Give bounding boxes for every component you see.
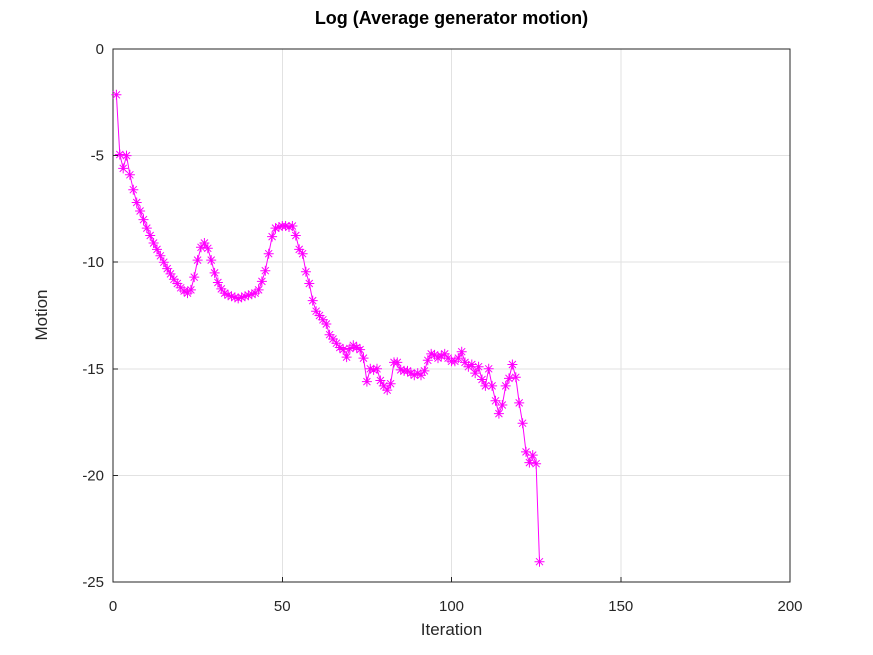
data-markers	[111, 89, 545, 567]
y-axis-label: Motion	[32, 289, 51, 341]
x-tick-label: 150	[608, 598, 633, 615]
y-tick-label: -25	[82, 574, 104, 591]
x-tick-label: 200	[777, 598, 802, 615]
y-tick-label: -5	[91, 148, 104, 165]
y-tick-label: 0	[96, 41, 104, 58]
y-tick-label: -20	[82, 467, 104, 484]
y-tick-label: -10	[82, 254, 104, 271]
x-tick-label: 100	[439, 598, 464, 615]
x-tick-label: 50	[274, 598, 291, 615]
y-tick-label: -15	[82, 361, 104, 378]
data-line	[115, 94, 540, 562]
chart-title: Log (Average generator motion)	[314, 8, 589, 28]
x-axis-label: Iteration	[420, 620, 483, 639]
x-tick-label: 0	[109, 598, 117, 615]
